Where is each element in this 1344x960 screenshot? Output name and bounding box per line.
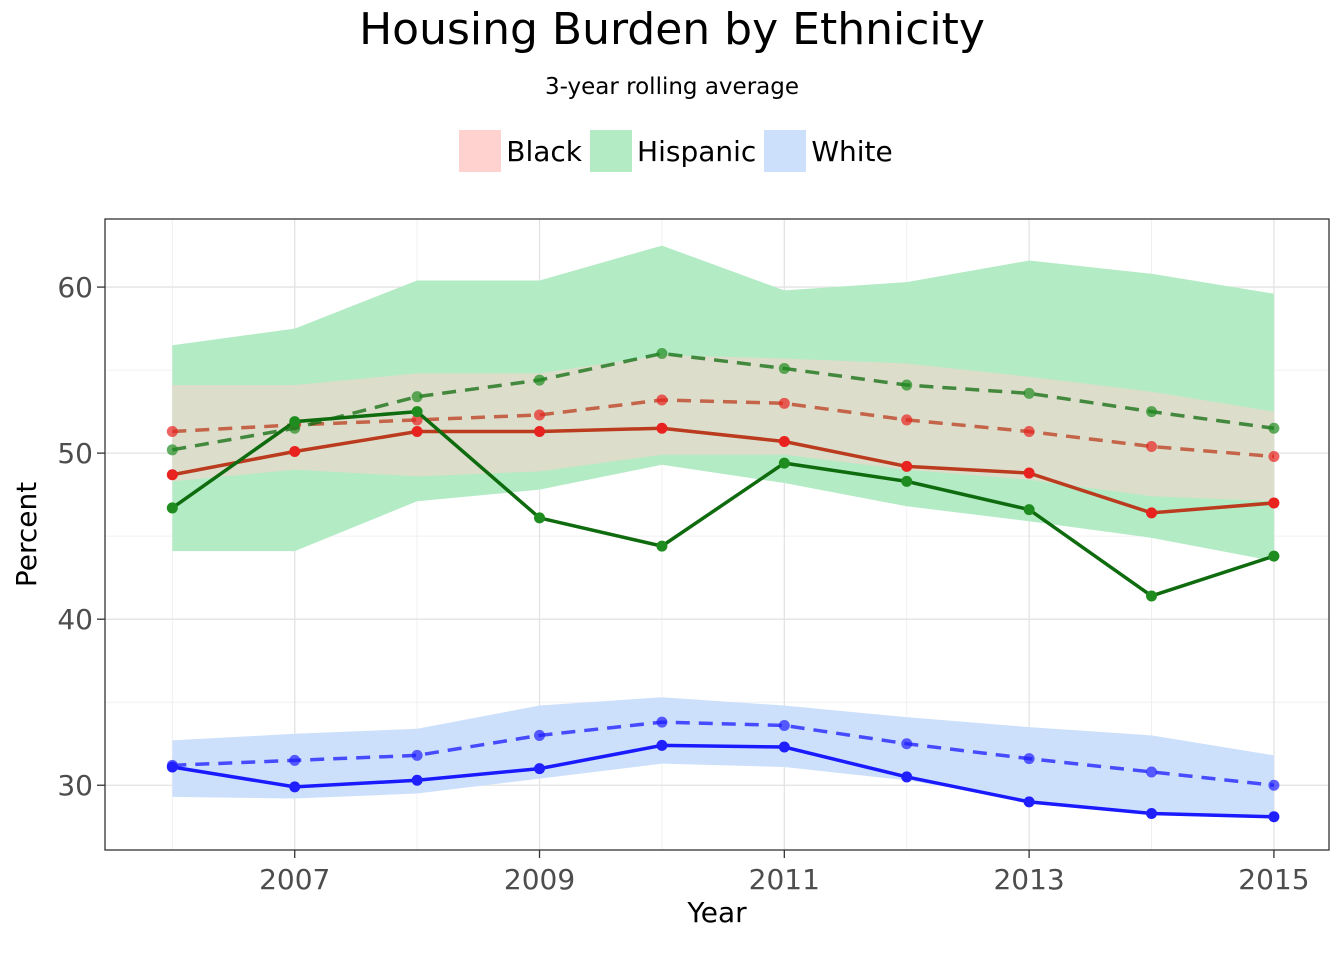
rolling-average-point-hispanic bbox=[778, 362, 790, 374]
rolling-average-point-white bbox=[1023, 753, 1035, 765]
rolling-average-point-hispanic bbox=[1023, 387, 1035, 399]
rolling-average-point-hispanic bbox=[411, 391, 423, 403]
x-tick-label: 2007 bbox=[259, 863, 330, 896]
y-tick-label: 60 bbox=[57, 271, 93, 304]
data-point-black bbox=[534, 426, 546, 438]
rolling-average-point-white bbox=[289, 754, 301, 766]
panel-border bbox=[104, 218, 1330, 851]
data-point-hispanic bbox=[534, 512, 546, 524]
y-axis-title: Percent bbox=[10, 482, 43, 587]
data-point-white bbox=[1146, 807, 1158, 819]
legend-label-hispanic: Hispanic bbox=[637, 134, 757, 168]
legend-swatch-hispanic bbox=[590, 130, 633, 172]
legend-swatch-white bbox=[764, 130, 807, 172]
rolling-average-point-white bbox=[411, 749, 423, 761]
x-tick-label: 2009 bbox=[504, 863, 575, 896]
rolling-average-point-white bbox=[1268, 779, 1280, 791]
rolling-average-point-hispanic bbox=[1146, 406, 1158, 418]
rolling-average-point-black bbox=[901, 414, 913, 426]
legend-item-white: White bbox=[764, 130, 893, 172]
y-tick-label: 40 bbox=[57, 603, 93, 636]
legend-swatch-black bbox=[459, 130, 502, 172]
series-line-black bbox=[171, 426, 1275, 515]
band-white bbox=[172, 697, 1274, 819]
chart-subtitle: 3-year rolling average bbox=[545, 74, 799, 100]
y-tick-label: 30 bbox=[57, 769, 93, 802]
data-point-black bbox=[289, 445, 301, 457]
data-point-black bbox=[411, 426, 423, 438]
x-axis-title: Year bbox=[686, 896, 747, 929]
data-point-hispanic bbox=[289, 416, 301, 428]
rolling-average-point-hispanic bbox=[166, 444, 178, 456]
rolling-average-point-black bbox=[166, 426, 178, 438]
legend-label-black: Black bbox=[506, 134, 583, 168]
data-point-hispanic bbox=[656, 540, 668, 552]
rolling-average-point-black bbox=[411, 414, 423, 426]
data-point-hispanic bbox=[1268, 550, 1280, 562]
rolling-average-point-hispanic bbox=[1268, 422, 1280, 434]
legend-item-black: Black bbox=[459, 130, 582, 172]
rolling-average-line-black bbox=[172, 398, 1275, 459]
data-point-hispanic bbox=[778, 457, 790, 469]
chart-title: Housing Burden by Ethnicity bbox=[359, 4, 985, 55]
rolling-average-point-white bbox=[1146, 766, 1158, 778]
rolling-average-point-black bbox=[1146, 440, 1158, 452]
y-tick-label: 50 bbox=[57, 437, 93, 470]
data-point-black bbox=[1023, 467, 1035, 479]
data-point-white bbox=[289, 781, 301, 793]
rolling-average-point-black bbox=[1023, 426, 1035, 438]
legend: Black Hispanic White bbox=[0, 130, 1344, 172]
data-point-hispanic bbox=[1146, 590, 1158, 602]
rolling-average-line-hispanic bbox=[172, 351, 1275, 452]
data-point-white bbox=[778, 741, 790, 753]
rolling-average-point-black bbox=[534, 409, 546, 421]
data-point-hispanic bbox=[901, 475, 913, 487]
data-point-black bbox=[1146, 507, 1158, 519]
data-point-hispanic bbox=[1023, 504, 1035, 516]
data-point-hispanic bbox=[411, 406, 423, 418]
data-point-hispanic bbox=[166, 502, 178, 514]
series-line-white bbox=[172, 743, 1274, 819]
rolling-average-point-white bbox=[534, 729, 546, 741]
rolling-average-point-hispanic bbox=[901, 379, 913, 391]
data-point-white bbox=[1268, 811, 1280, 823]
rolling-average-point-black bbox=[656, 394, 668, 406]
legend-item-hispanic: Hispanic bbox=[590, 130, 756, 172]
x-tick-label: 2013 bbox=[993, 863, 1064, 896]
rolling-average-point-black bbox=[1268, 450, 1280, 462]
data-point-white bbox=[901, 771, 913, 783]
data-point-black bbox=[1268, 497, 1280, 509]
rolling-average-point-white bbox=[778, 719, 790, 731]
x-tick-label: 2015 bbox=[1238, 863, 1309, 896]
series-line-hispanic bbox=[171, 409, 1275, 598]
data-point-white bbox=[534, 763, 546, 775]
data-point-white bbox=[1023, 796, 1035, 808]
x-tick-label: 2011 bbox=[749, 863, 820, 896]
legend-label-white: White bbox=[811, 134, 893, 168]
data-point-black bbox=[166, 469, 178, 481]
data-point-white bbox=[411, 774, 423, 786]
data-point-white bbox=[166, 761, 178, 773]
data-point-white bbox=[656, 739, 668, 751]
rolling-average-point-hispanic bbox=[656, 348, 668, 360]
data-point-black bbox=[901, 460, 913, 472]
rolling-average-point-white bbox=[901, 738, 913, 750]
rolling-average-point-white bbox=[656, 716, 668, 728]
data-point-black bbox=[778, 436, 790, 448]
rolling-average-point-hispanic bbox=[534, 374, 546, 386]
data-point-black bbox=[656, 422, 668, 434]
rolling-average-line-white bbox=[172, 720, 1275, 787]
rolling-average-point-black bbox=[778, 397, 790, 409]
